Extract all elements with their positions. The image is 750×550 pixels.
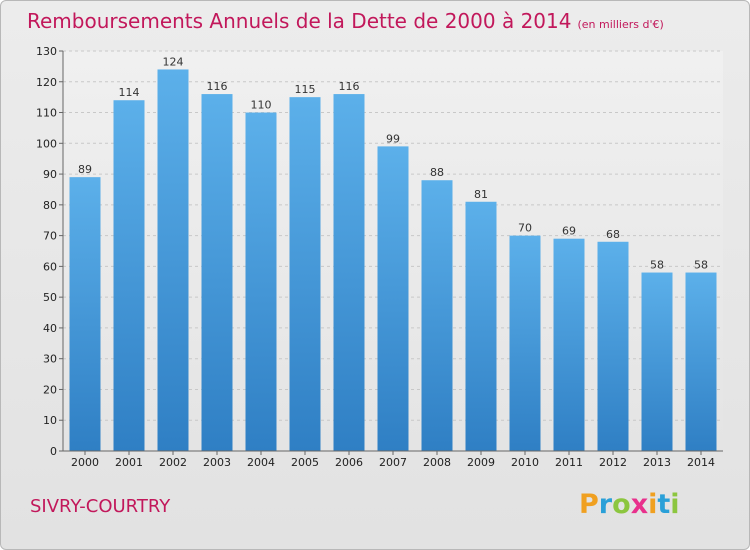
- logo-letter: t: [657, 489, 670, 520]
- data-label: 58: [650, 259, 664, 272]
- bar: [334, 94, 365, 451]
- y-tick-label: 10: [43, 414, 57, 427]
- x-tick-label: 2010: [511, 456, 539, 469]
- logo-letter: P: [579, 489, 599, 520]
- data-label: 69: [562, 225, 576, 238]
- data-label: 88: [430, 166, 444, 179]
- x-tick-label: 2005: [291, 456, 319, 469]
- data-label: 116: [207, 80, 228, 93]
- x-tick-label: 2011: [555, 456, 583, 469]
- data-label: 114: [119, 86, 140, 99]
- x-tick-label: 2008: [423, 456, 451, 469]
- x-tick-label: 2003: [203, 456, 231, 469]
- y-tick-label: 50: [43, 291, 57, 304]
- x-tick-label: 2006: [335, 456, 363, 469]
- logo-letter: i: [670, 489, 679, 520]
- x-tick-label: 2012: [599, 456, 627, 469]
- bar: [378, 146, 409, 451]
- bar: [510, 236, 541, 451]
- commune-name: SIVRY-COURTRY: [30, 496, 170, 517]
- bar: [202, 94, 233, 451]
- bar: [158, 69, 189, 451]
- data-label: 115: [295, 83, 316, 96]
- x-tick-label: 2001: [115, 456, 143, 469]
- y-tick-label: 60: [43, 260, 57, 273]
- x-tick-label: 2013: [643, 456, 671, 469]
- bar: [70, 177, 101, 451]
- x-tick-label: 2009: [467, 456, 495, 469]
- bar: [686, 273, 717, 451]
- y-tick-label: 70: [43, 230, 57, 243]
- x-tick-label: 2002: [159, 456, 187, 469]
- data-label: 58: [694, 259, 708, 272]
- y-tick-label: 20: [43, 383, 57, 396]
- logo-letter: i: [648, 489, 657, 520]
- data-label: 68: [606, 228, 620, 241]
- x-tick-label: 2014: [687, 456, 715, 469]
- data-label: 89: [78, 163, 92, 176]
- bar: [422, 180, 453, 451]
- bar: [114, 100, 145, 451]
- y-tick-label: 110: [36, 107, 57, 120]
- chart-frame: Remboursements Annuels de la Dette de 20…: [0, 0, 750, 550]
- bar: [598, 242, 629, 451]
- y-tick-label: 30: [43, 353, 57, 366]
- data-label: 110: [251, 99, 272, 112]
- y-tick-label: 90: [43, 168, 57, 181]
- bar: [642, 273, 673, 451]
- y-tick-label: 130: [36, 45, 57, 58]
- y-tick-label: 100: [36, 137, 57, 150]
- data-label: 99: [386, 132, 400, 145]
- bar: [246, 113, 277, 451]
- y-tick-label: 120: [36, 76, 57, 89]
- logo-letter: x: [631, 489, 648, 520]
- y-tick-label: 80: [43, 199, 57, 212]
- bar: [290, 97, 321, 451]
- data-label: 124: [163, 55, 184, 68]
- bar: [466, 202, 497, 451]
- data-label: 70: [518, 222, 532, 235]
- x-tick-label: 2007: [379, 456, 407, 469]
- data-label: 81: [474, 188, 488, 201]
- x-tick-label: 2004: [247, 456, 275, 469]
- y-tick-label: 0: [50, 445, 57, 458]
- logo-letter: r: [599, 489, 612, 520]
- proxiti-logo: Proxiti: [579, 489, 680, 520]
- y-tick-label: 40: [43, 322, 57, 335]
- data-label: 116: [339, 80, 360, 93]
- bar: [554, 239, 585, 451]
- bar-chart: 89 114 124 116 110 115 116 99 88 81 70 69 68 58 58 0 10…: [1, 1, 749, 549]
- logo-letter: o: [612, 489, 631, 520]
- x-tick-label: 2000: [71, 456, 99, 469]
